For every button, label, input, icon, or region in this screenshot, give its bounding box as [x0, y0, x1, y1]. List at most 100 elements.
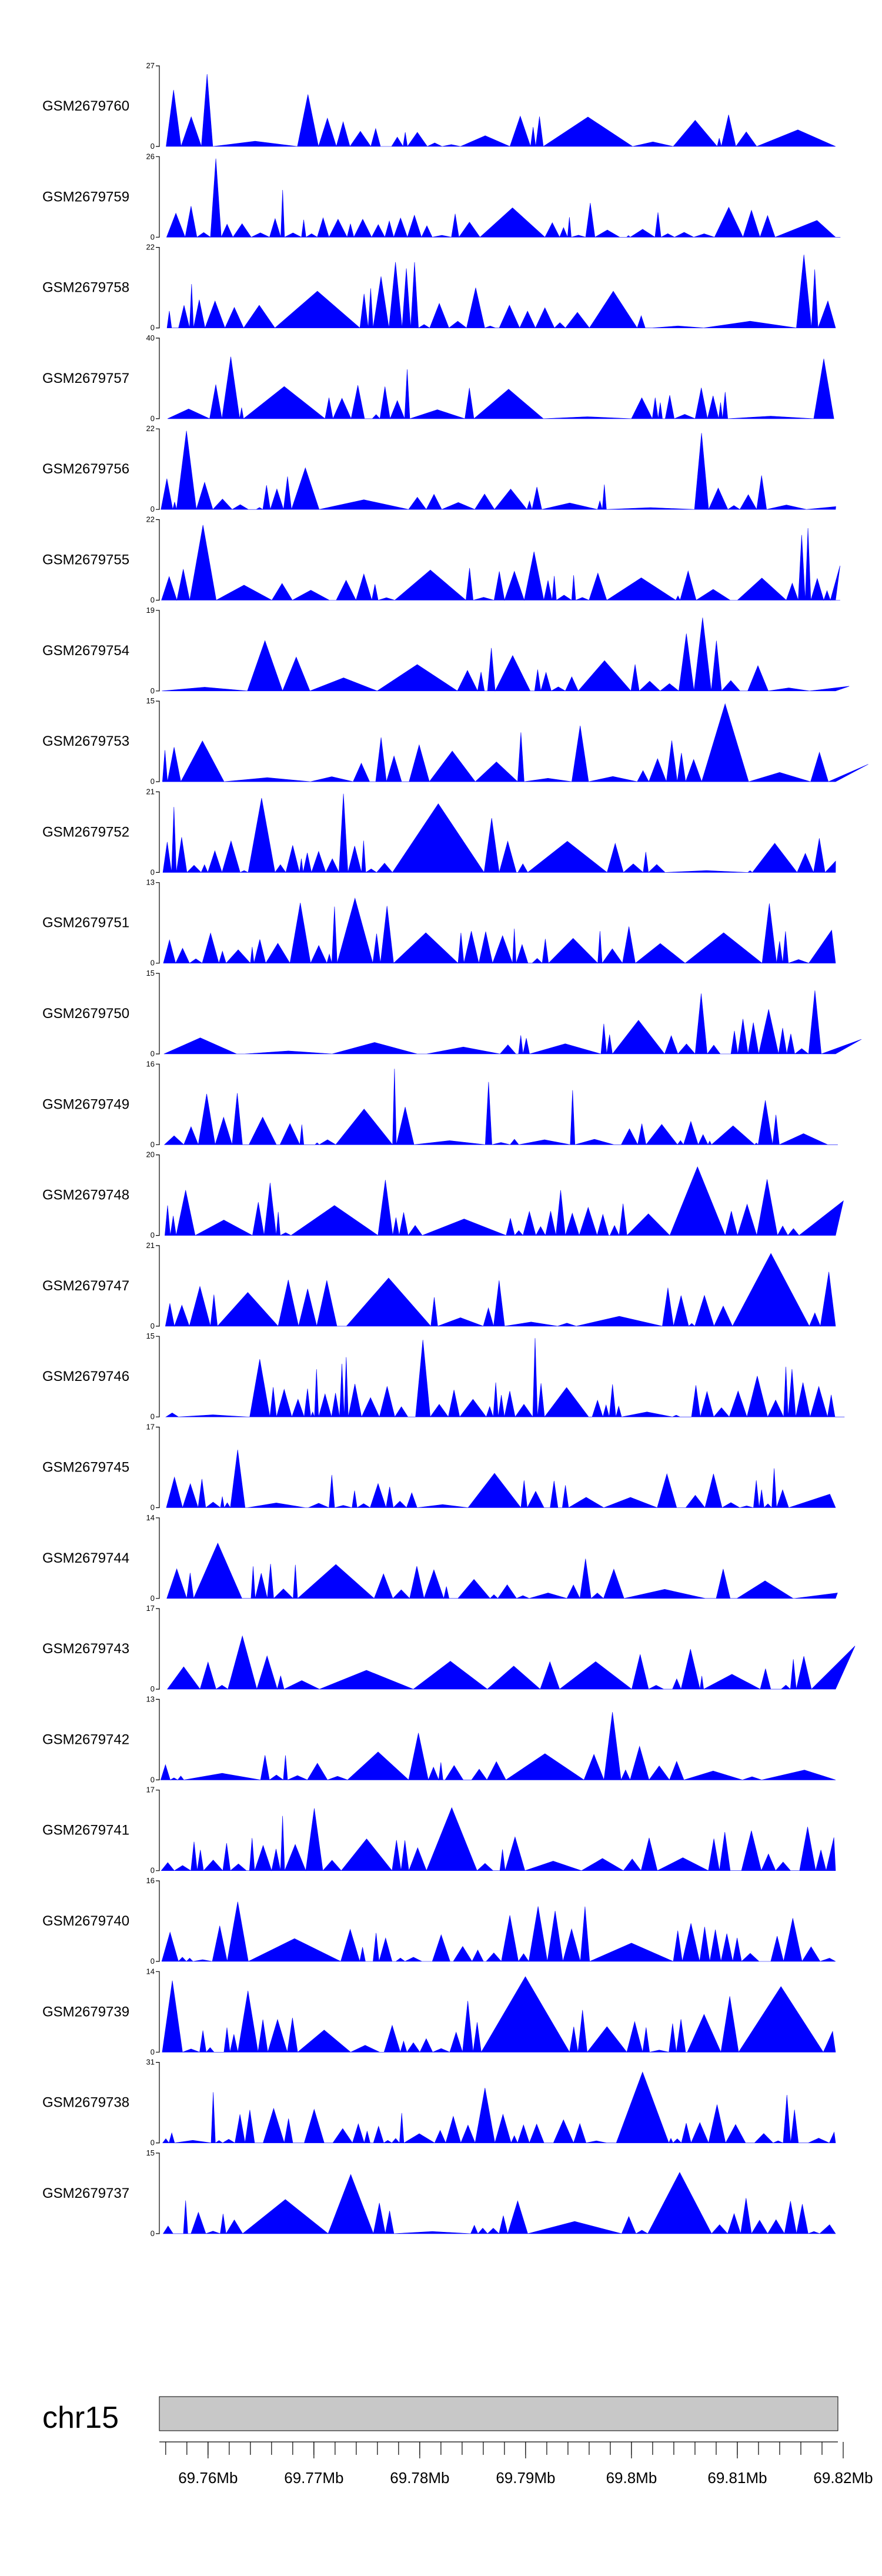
x-tick-label: 69.81Mb — [707, 2469, 767, 2487]
y-axis — [156, 1790, 160, 1871]
coverage-signal — [162, 703, 868, 783]
y-axis — [156, 700, 160, 782]
y-axis — [156, 1699, 160, 1780]
y-axis — [156, 65, 160, 147]
track-GSM2679748: GSM2679748 20 0 — [42, 1150, 844, 1240]
track-label: GSM2679744 — [42, 1550, 129, 1566]
y-min-label: 0 — [151, 232, 155, 241]
coverage-signal — [162, 618, 850, 692]
y-min-label: 0 — [151, 777, 155, 786]
y-min-label: 0 — [151, 142, 155, 151]
x-tick-label: 69.79Mb — [496, 2469, 555, 2487]
coverage-signal — [162, 1976, 836, 2053]
y-min-label: 0 — [151, 1412, 155, 1421]
track-GSM2679739: GSM2679739 14 0 — [42, 1967, 836, 2056]
x-tick-label: 69.76Mb — [178, 2469, 238, 2487]
y-axis — [156, 1880, 160, 1962]
y-max-label: 16 — [146, 1059, 155, 1068]
coverage-signal — [166, 74, 836, 148]
coverage-signal — [161, 1901, 836, 1962]
coverage-signal — [166, 158, 841, 238]
y-max-label: 22 — [146, 424, 155, 433]
y-axis — [156, 428, 160, 510]
y-max-label: 17 — [146, 1423, 155, 1432]
track-label: GSM2679757 — [42, 371, 129, 386]
y-min-label: 0 — [151, 1594, 155, 1603]
y-max-label: 15 — [146, 969, 155, 977]
y-max-label: 14 — [146, 1513, 155, 1522]
y-axis — [156, 610, 160, 692]
coverage-signal — [162, 793, 836, 873]
chromosome-ideogram — [159, 2396, 838, 2431]
y-max-label: 22 — [146, 515, 155, 524]
coverage-signal — [166, 1542, 838, 1599]
y-min-label: 0 — [151, 2047, 155, 2056]
track-GSM2679753: GSM2679753 15 0 — [42, 696, 868, 786]
track-GSM2679759: GSM2679759 26 0 — [42, 152, 841, 241]
y-min-label: 0 — [151, 1322, 155, 1330]
chromosome-axis-panel: chr15 69.76Mb 69.77Mb 69.78Mb 69.79Mb 69.8Mb… — [42, 2396, 873, 2487]
y-min-label: 0 — [151, 2138, 155, 2147]
y-axis — [156, 1517, 160, 1599]
y-min-label: 0 — [151, 1049, 155, 1058]
y-axis — [156, 791, 160, 873]
y-max-label: 20 — [146, 1150, 155, 1159]
y-min-label: 0 — [151, 505, 155, 513]
track-GSM2679755: GSM2679755 22 0 — [42, 515, 840, 605]
y-axis — [156, 338, 160, 419]
track-label: GSM2679755 — [42, 552, 129, 568]
y-max-label: 14 — [146, 1967, 155, 1976]
track-label: GSM2679750 — [42, 1006, 129, 1022]
coverage-signal — [160, 1712, 836, 1781]
coverage-signal — [167, 1635, 856, 1690]
y-axis — [156, 973, 160, 1055]
y-min-label: 0 — [151, 1231, 155, 1240]
y-min-label: 0 — [151, 1684, 155, 1693]
y-axis — [156, 1426, 160, 1509]
track-label: GSM2679748 — [42, 1187, 129, 1203]
coverage-signal — [163, 897, 836, 964]
coverage-signal — [165, 1253, 836, 1327]
y-min-label: 0 — [151, 959, 155, 967]
x-tick-label: 69.77Mb — [284, 2469, 343, 2487]
y-max-label: 21 — [146, 1241, 155, 1250]
y-axis — [156, 1245, 160, 1327]
track-label: GSM2679759 — [42, 189, 129, 205]
track-label: GSM2679749 — [42, 1096, 129, 1112]
y-min-label: 0 — [151, 596, 155, 605]
track-label: GSM2679738 — [42, 2095, 129, 2111]
y-max-label: 40 — [146, 333, 155, 342]
track-GSM2679752: GSM2679752 21 0 — [42, 787, 836, 876]
track-label: GSM2679740 — [42, 1913, 129, 1929]
track-GSM2679740: GSM2679740 16 0 — [42, 1876, 836, 1966]
track-label: GSM2679752 — [42, 824, 129, 840]
coverage-signal — [167, 356, 834, 420]
track-GSM2679749: GSM2679749 16 0 — [42, 1059, 838, 1149]
y-axis — [156, 247, 160, 329]
y-min-label: 0 — [151, 1866, 155, 1875]
track-label: GSM2679743 — [42, 1641, 129, 1657]
track-GSM2679744: GSM2679744 14 0 — [42, 1513, 838, 1603]
y-max-label: 31 — [146, 2058, 155, 2067]
track-label: GSM2679760 — [42, 98, 129, 114]
y-min-label: 0 — [151, 867, 155, 876]
coverage-signal — [166, 1449, 836, 1509]
track-label: GSM2679737 — [42, 2185, 129, 2201]
track-GSM2679760: GSM2679760 27 0 — [42, 61, 836, 151]
track-GSM2679758: GSM2679758 22 0 — [42, 243, 836, 332]
coverage-signal — [161, 431, 836, 510]
track-label: GSM2679754 — [42, 643, 129, 659]
y-axis — [156, 2153, 160, 2234]
y-max-label: 19 — [146, 606, 155, 615]
coverage-signal — [161, 1807, 836, 1871]
track-GSM2679757: GSM2679757 40 0 — [42, 333, 834, 423]
coverage-signal — [162, 2071, 836, 2144]
y-axis — [156, 156, 160, 238]
track-label: GSM2679753 — [42, 733, 129, 749]
track-GSM2679746: GSM2679746 15 0 — [42, 1332, 845, 1421]
y-min-label: 0 — [151, 2229, 155, 2238]
coverage-signal — [165, 1166, 844, 1236]
y-min-label: 0 — [151, 1140, 155, 1149]
x-tick-label: 69.8Mb — [606, 2469, 657, 2487]
y-axis — [156, 1608, 160, 1690]
